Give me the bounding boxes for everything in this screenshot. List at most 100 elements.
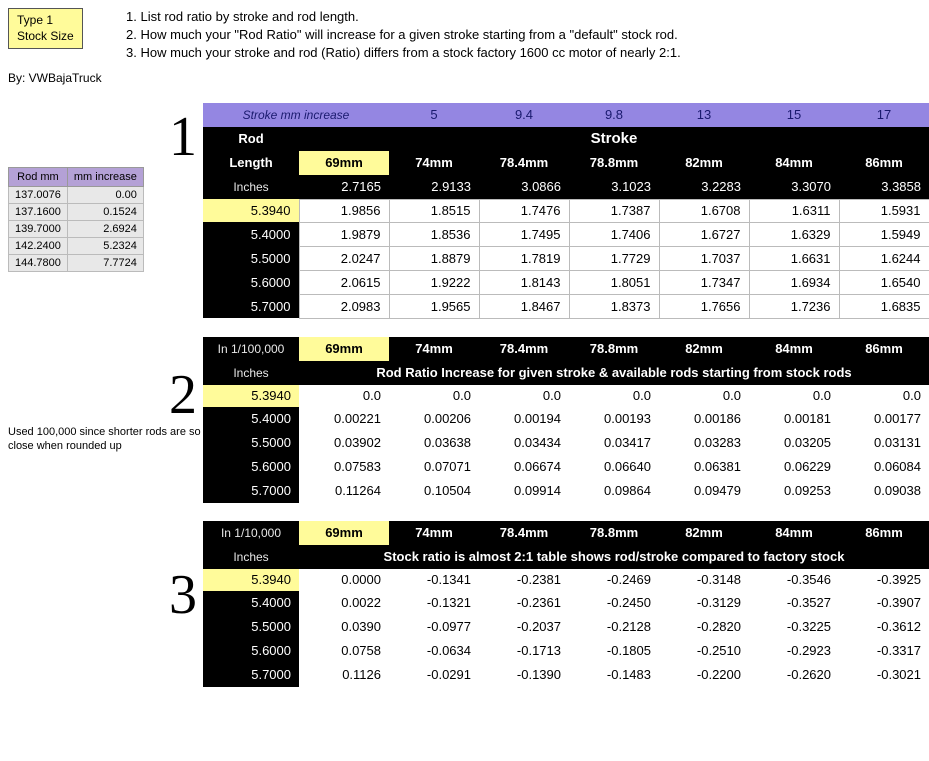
data-cell: 2.0615 [299, 270, 389, 294]
table-row: 5.50000.0390-0.0977-0.2037-0.2128-0.2820… [203, 615, 929, 639]
data-cell: 1.9565 [389, 294, 479, 318]
data-cell: -0.3021 [839, 663, 929, 687]
data-cell: 0.09864 [569, 479, 659, 503]
stroke-col: 78.4mm [479, 151, 569, 175]
section-3-number: 3 [8, 567, 203, 623]
data-cell: 1.7037 [659, 246, 749, 270]
data-cell: 0.09914 [479, 479, 569, 503]
data-cell: 1.8051 [569, 270, 659, 294]
stroke-col: 84mm [749, 151, 839, 175]
section-1: 1 Rod mm mm increase 137.00760.00 137.16… [8, 103, 929, 319]
table-row: 142.24005.2324 [9, 237, 144, 254]
stroke-col: 74mm [389, 151, 479, 175]
data-cell: 1.5949 [839, 222, 929, 246]
data-cell: 1.6835 [839, 294, 929, 318]
data-cell: -0.2381 [479, 569, 569, 591]
data-cell: -0.2361 [479, 591, 569, 615]
inches-label: Inches [203, 175, 299, 200]
section-2-note: Used 100,000 since shorter rods are so c… [8, 425, 203, 454]
byline: By: VWBajaTruck [8, 71, 929, 85]
data-cell: 0.0758 [299, 639, 389, 663]
data-cell: -0.3907 [839, 591, 929, 615]
stroke-col: 74mm [389, 521, 479, 545]
stroke-label: Stroke [299, 127, 929, 151]
table-row: 144.78007.7724 [9, 254, 144, 271]
data-cell: -0.2620 [749, 663, 839, 687]
data-cell: -0.2128 [569, 615, 659, 639]
data-cell: -0.1805 [569, 639, 659, 663]
data-cell: 0.07071 [389, 455, 479, 479]
data-cell: 1.8515 [389, 199, 479, 222]
data-cell: -0.3925 [839, 569, 929, 591]
data-cell: -0.2510 [659, 639, 749, 663]
data-cell: 0.06084 [839, 455, 929, 479]
section-1-leftcol: 1 Rod mm mm increase 137.00760.00 137.16… [8, 103, 203, 272]
data-cell: 1.7387 [569, 199, 659, 222]
data-cell: 1.7476 [479, 199, 569, 222]
data-cell: -0.1321 [389, 591, 479, 615]
table-row: 5.40001.98791.85361.74951.74061.67271.63… [203, 222, 929, 246]
data-cell: 1.6329 [749, 222, 839, 246]
data-cell: 0.00206 [389, 407, 479, 431]
row-inches: 5.3940 [203, 385, 299, 407]
data-cell: 0.0390 [299, 615, 389, 639]
row-inches: 5.5000 [203, 615, 299, 639]
table-row: 5.60000.0758-0.0634-0.1713-0.1805-0.2510… [203, 639, 929, 663]
row-inches: 5.5000 [203, 431, 299, 455]
data-cell: 1.6934 [749, 270, 839, 294]
data-cell: 0.03283 [659, 431, 749, 455]
data-cell: 0.09479 [659, 479, 749, 503]
stroke-col: 86mm [839, 337, 929, 361]
data-cell: 0.00194 [479, 407, 569, 431]
data-cell: 1.7819 [479, 246, 569, 270]
table-row: 139.70002.6924 [9, 220, 144, 237]
stroke-increase-label: Stroke mm increase [203, 103, 389, 127]
row-inches: 5.3940 [203, 569, 299, 591]
data-cell: -0.3225 [749, 615, 839, 639]
stroke-col-69: 69mm [299, 151, 389, 175]
data-cell: 1.6311 [749, 199, 839, 222]
section-2-leftcol: 2 Used 100,000 since shorter rods are so… [8, 337, 203, 454]
stroke-inc: 9.8 [569, 103, 659, 127]
stroke-col: 74mm [389, 337, 479, 361]
ratio-table-1: Stroke mm increase 5 9.4 9.8 13 15 17 Ro… [203, 103, 929, 319]
data-cell: -0.1713 [479, 639, 569, 663]
data-cell: -0.3129 [659, 591, 749, 615]
row-inches: 5.7000 [203, 294, 299, 318]
type-box-line2: Stock Size [17, 29, 74, 45]
table-row: 5.70000.1126-0.0291-0.1390-0.1483-0.2200… [203, 663, 929, 687]
data-cell: 1.7656 [659, 294, 749, 318]
data-cell: 1.6244 [839, 246, 929, 270]
type-box: Type 1 Stock Size [8, 8, 83, 49]
desc-line-2: 2. How much your "Rod Ratio" will increa… [126, 26, 681, 44]
inches-val: 2.9133 [389, 175, 479, 200]
section-3-subtitle: Stock ratio is almost 2:1 table shows ro… [299, 545, 929, 569]
rod-label: Rod [203, 127, 299, 151]
data-cell: 0.00193 [569, 407, 659, 431]
data-cell: -0.3148 [659, 569, 749, 591]
table-row: 137.00760.00 [9, 186, 144, 203]
inches-val: 3.3070 [749, 175, 839, 200]
type-box-line1: Type 1 [17, 13, 74, 29]
stroke-col: 78.4mm [479, 521, 569, 545]
data-cell: 1.6631 [749, 246, 839, 270]
data-cell: 0.0022 [299, 591, 389, 615]
data-cell: 0.00181 [749, 407, 839, 431]
desc-line-1: 1. List rod ratio by stroke and rod leng… [126, 8, 681, 26]
data-cell: 0.0 [389, 385, 479, 407]
section-2: 2 Used 100,000 since shorter rods are so… [8, 337, 929, 503]
row-inches: 5.3940 [203, 199, 299, 222]
table-row: 5.39400.0000-0.1341-0.2381-0.2469-0.3148… [203, 569, 929, 591]
rod-mm-header: Rod mm [9, 167, 68, 186]
stroke-col: 78.8mm [569, 337, 659, 361]
data-cell: 0.0000 [299, 569, 389, 591]
data-cell: 0.00177 [839, 407, 929, 431]
inches-val: 2.7165 [299, 175, 389, 200]
data-cell: 1.7406 [569, 222, 659, 246]
data-cell: 0.03205 [749, 431, 839, 455]
data-cell: 0.00186 [659, 407, 749, 431]
data-cell: 0.0 [839, 385, 929, 407]
data-cell: -0.2820 [659, 615, 749, 639]
section-1-number: 1 [8, 109, 203, 165]
data-cell: 1.7495 [479, 222, 569, 246]
